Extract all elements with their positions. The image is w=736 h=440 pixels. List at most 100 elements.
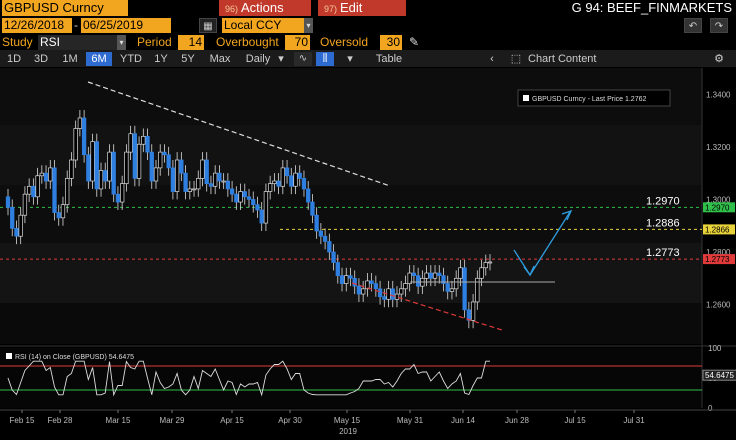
currency-dropdown-icon[interactable]: ▾ [304, 18, 313, 33]
table-button[interactable]: Table [375, 53, 403, 65]
study-dropdown-icon[interactable]: ▾ [117, 35, 126, 50]
x-tick-label: Mar 15 [106, 416, 131, 425]
timeframe-3d[interactable]: 3D [33, 53, 49, 65]
x-tick-label: Feb 15 [10, 416, 35, 425]
candle-body [191, 188, 197, 191]
start-date-field[interactable]: 12/26/2018 [2, 18, 72, 33]
candle-body [470, 301, 476, 321]
timeframe-6m[interactable]: 6M [86, 52, 112, 66]
chart-area[interactable]: 1.3400 1.3200 1.3000 1.2800 1.2600 1.2970 1.28… [0, 68, 736, 437]
candle-body [475, 277, 480, 303]
candle-body [187, 188, 192, 192]
overbought-field[interactable]: 70 [285, 35, 310, 50]
candle-body [449, 288, 455, 292]
edit-label: Edit [340, 0, 363, 15]
candle-body [52, 167, 57, 213]
projection-arrow-head [523, 265, 535, 277]
period-label: Period [137, 35, 172, 49]
candle-body [280, 167, 285, 187]
candle-body [208, 183, 214, 187]
actions-label: Actions [241, 0, 284, 15]
x-tick-label: Mar 29 [160, 416, 185, 425]
price-panel-band [0, 125, 702, 185]
candle-body [483, 262, 488, 269]
chart-type-dropdown-icon[interactable]: ▾ [347, 53, 353, 65]
candle-body [149, 151, 154, 182]
support-trendline [351, 282, 503, 331]
timeframe-1d[interactable]: 1D [6, 53, 22, 65]
candle-body [479, 267, 484, 279]
timeframe-5y[interactable]: 5Y [181, 53, 195, 65]
chart-canvas[interactable]: 1.3400 1.3200 1.3000 1.2800 1.2600 1.2970 1.28… [0, 68, 736, 437]
candle-body [487, 261, 493, 264]
candle-body [314, 214, 319, 232]
oversold-field[interactable]: 30 [380, 35, 402, 50]
candle-body [90, 141, 95, 182]
study-select[interactable]: RSI [38, 35, 118, 50]
pencil-icon[interactable]: ✎ [409, 35, 420, 49]
candle-body [352, 277, 357, 287]
candle-body [251, 199, 256, 206]
candle-body [263, 191, 269, 224]
candle-body [437, 272, 442, 277]
chevron-left-icon[interactable]: ‹ [490, 53, 494, 65]
candle-body [26, 185, 32, 195]
timeframe-1y[interactable]: 1Y [154, 53, 168, 65]
x-tick-label: Jun 28 [505, 416, 530, 425]
candle-body [107, 151, 112, 182]
x-tick-label: Apr 15 [220, 416, 244, 425]
periodicity-select[interactable]: Daily [245, 53, 271, 65]
settings-gear-icon[interactable]: ⚙ [714, 53, 724, 65]
candle-body [331, 251, 336, 263]
periodicity-dropdown-icon[interactable]: ▾ [278, 53, 284, 65]
line-chart-icon[interactable]: ∿ [294, 52, 312, 66]
candle-body [234, 193, 239, 203]
candle-body [454, 277, 459, 290]
period-field[interactable]: 14 [178, 35, 204, 50]
currency-select[interactable]: Local CCY [222, 18, 306, 33]
candle-body [458, 267, 463, 279]
security-field[interactable]: GBPUSD Curncy [2, 0, 128, 16]
candle-body [445, 283, 450, 292]
timeframe-1m[interactable]: 1M [62, 53, 78, 65]
candle-body [141, 135, 146, 145]
price-tick-label: 1.3000 [706, 195, 731, 204]
actions-menu-button[interactable]: 96) Actions [219, 0, 311, 16]
chart-content-icon[interactable]: ⬚ [510, 53, 522, 65]
price-tick-label: 1.3400 [706, 90, 731, 99]
rsi-tick-label: 0 [708, 404, 713, 413]
end-date-field[interactable]: 06/25/2019 [81, 18, 171, 33]
candle-body [162, 151, 167, 156]
rsi-value-tag [702, 369, 736, 381]
candle-body [276, 180, 281, 187]
resistance-trendline [87, 81, 391, 187]
candle-body [441, 275, 446, 284]
timeframe-ytd[interactable]: YTD [120, 53, 142, 65]
candle-body [369, 280, 374, 284]
candle-chart-icon[interactable]: ⫼ [316, 52, 334, 66]
candle-body [94, 141, 99, 190]
candle-body [221, 180, 226, 183]
candle-body [60, 204, 66, 219]
edit-menu-button[interactable]: 97) Edit [318, 0, 406, 16]
candle-body [310, 201, 315, 216]
candle-body [255, 204, 260, 211]
study-bar: Study RSI ▾ Period 14 Overbought 70 Over… [0, 34, 736, 51]
candle-body [166, 154, 171, 169]
candle-body [424, 272, 429, 279]
candle-body [407, 272, 412, 284]
calendar-icon[interactable]: ▦ [199, 18, 217, 33]
candle-body [98, 170, 104, 190]
candle-body [361, 288, 366, 295]
price-panel-band [0, 243, 702, 303]
candle-body [327, 241, 332, 253]
timeframe-max[interactable]: Max [209, 53, 231, 65]
candle-body [267, 183, 273, 192]
chart-content-button[interactable]: Chart Content [528, 53, 597, 65]
candle-body [377, 288, 383, 298]
level-label: 1.2773 [646, 247, 680, 259]
redo-icon[interactable]: ↷ [710, 18, 728, 33]
undo-icon[interactable]: ↶ [684, 18, 702, 33]
x-tick-label: May 15 [334, 416, 361, 425]
candle-body [22, 193, 28, 216]
